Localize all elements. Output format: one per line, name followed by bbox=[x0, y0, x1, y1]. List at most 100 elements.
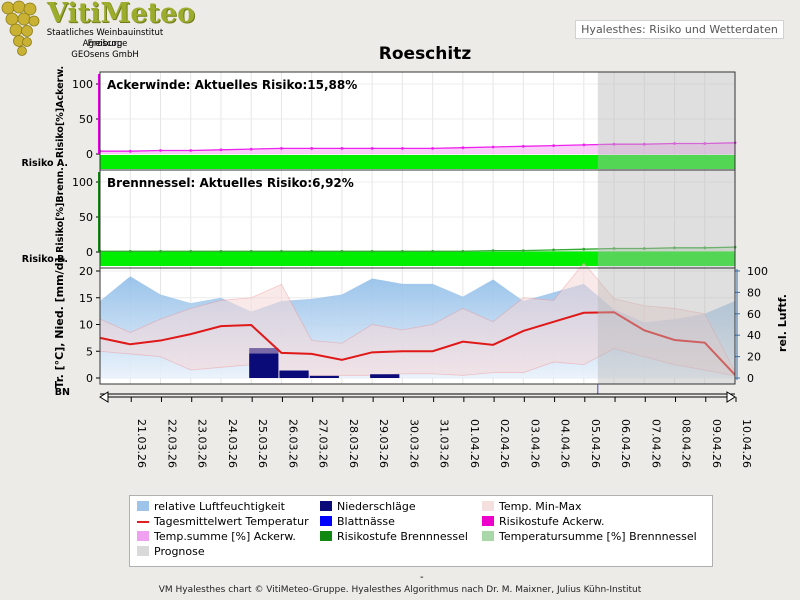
legend-swatch bbox=[482, 501, 494, 511]
legend: relative Luftfeuchtigkeit Niederschläge Te… bbox=[129, 495, 713, 567]
ackerwinde-data-point bbox=[673, 142, 676, 145]
bn-band-label: BN bbox=[55, 387, 70, 398]
ackerwinde-data-point bbox=[400, 147, 404, 150]
footer-credit: VM Hyalesthes chart © VitiMeteo-Gruppe. … bbox=[158, 585, 642, 595]
ackerwinde-data-point bbox=[461, 146, 465, 150]
brennnessel-data-point bbox=[189, 249, 193, 253]
brennnessel-temp-sum-area bbox=[100, 247, 735, 252]
x-tick-label: 03.04.26 bbox=[528, 419, 541, 468]
legend-swatch bbox=[320, 516, 332, 526]
org-line: Staatliches Weinbauinstitut Freiburg bbox=[46, 28, 164, 49]
ackerwinde-data-point bbox=[491, 145, 495, 149]
x-tick-label: 31.03.26 bbox=[438, 419, 451, 468]
ackerwinde-data-point bbox=[612, 142, 616, 146]
brennnessel-data-point bbox=[612, 247, 616, 250]
legend-swatch bbox=[320, 501, 332, 511]
org-line: Agroscope bbox=[82, 39, 128, 49]
legend-swatch bbox=[137, 531, 149, 541]
legend-swatch bbox=[320, 531, 332, 541]
x-tick-label: 22.03.26 bbox=[165, 419, 178, 468]
brennnessel-data-point bbox=[400, 249, 404, 253]
y-right-tick-label: 100 bbox=[747, 265, 768, 278]
brennnessel-data-point bbox=[461, 249, 465, 253]
y-tick-label: 50 bbox=[79, 113, 93, 126]
brennnessel-data-point bbox=[159, 249, 162, 253]
y-tick-label: 20 bbox=[79, 265, 93, 278]
y-tick-label: 0 bbox=[86, 148, 93, 161]
ackerwinde-data-point bbox=[582, 143, 586, 147]
brennnessel-data-point bbox=[521, 249, 525, 253]
chart-title: Roeschitz bbox=[378, 44, 472, 64]
x-tick-label: 29.03.26 bbox=[377, 419, 390, 468]
ackerwinde-data-point bbox=[552, 144, 555, 148]
brennnessel-data-point bbox=[582, 247, 586, 251]
app-title-box: Hyalesthes: Risiko und Wetterdaten bbox=[575, 20, 784, 39]
temperature-mean-line bbox=[99, 311, 736, 376]
x-tick-label: 02.04.26 bbox=[498, 419, 511, 468]
brennnessel-band-label: Risiko B. bbox=[22, 254, 68, 265]
x-tick-label: 26.03.26 bbox=[286, 419, 299, 468]
brennnessel-data-point bbox=[219, 249, 223, 253]
legend-label: Temp. Min-Max bbox=[499, 500, 582, 513]
y-right-tick-label: 0 bbox=[747, 372, 754, 385]
x-tick-label: 07.04.26 bbox=[649, 419, 662, 468]
ackerwinde-data-point bbox=[431, 147, 435, 150]
ackerwinde-temp-sum-line bbox=[100, 142, 736, 152]
legend-label: Niederschläge bbox=[337, 500, 416, 513]
ackerwinde-data-point bbox=[219, 148, 223, 152]
ackerwinde-panel-title: Ackerwinde: Aktuelles Risiko:15,88% bbox=[107, 78, 357, 92]
grape-logo-icon bbox=[1, 0, 40, 56]
y-tick-label: 10 bbox=[79, 319, 93, 332]
ackerwinde-data-point bbox=[370, 147, 374, 150]
y-tick-label: 100 bbox=[72, 176, 93, 189]
x-tick-label: 08.04.26 bbox=[680, 419, 693, 468]
x-tick-label: 09.04.26 bbox=[710, 419, 723, 468]
ackerwinde-data-point bbox=[642, 142, 646, 146]
x-tick-label: 30.03.26 bbox=[407, 419, 420, 468]
legend-swatch bbox=[482, 516, 494, 526]
x-tick-label: 04.04.26 bbox=[559, 419, 572, 468]
ackerwinde-data-point bbox=[280, 147, 283, 150]
legend-swatch bbox=[137, 521, 149, 523]
panel-border bbox=[99, 267, 736, 385]
ackerwinde-risk-level-band bbox=[100, 155, 735, 169]
brennnessel-data-point bbox=[703, 246, 707, 250]
brennnessel-data-point bbox=[642, 247, 646, 250]
x-tick-label: 10.04.26 bbox=[740, 419, 753, 468]
humidity-y-axis-label: rel. Luftf. bbox=[776, 294, 789, 352]
x-tick-label: 21.03.26 bbox=[135, 419, 148, 468]
ackerwinde-band-label: Risiko A. bbox=[21, 158, 68, 169]
y-right-tick-label: 40 bbox=[747, 329, 761, 342]
ackerwinde-data-point bbox=[159, 149, 162, 152]
brennnessel-data-point bbox=[431, 249, 435, 253]
brennnessel-data-point bbox=[673, 246, 676, 250]
x-tick-label: 24.03.26 bbox=[226, 419, 239, 468]
legend-label: Blattnässe bbox=[337, 515, 395, 528]
legend-label: Temp.summe [%] Ackerw. bbox=[154, 530, 296, 543]
logo-text: VitiMeteo bbox=[47, 0, 196, 29]
legend-label: relative Luftfeuchtigkeit bbox=[154, 500, 285, 513]
y-tick-label: 0 bbox=[86, 372, 93, 385]
y-tick-label: 50 bbox=[79, 211, 93, 224]
brennnessel-temp-sum-line bbox=[100, 246, 736, 252]
y-right-tick-label: 60 bbox=[747, 308, 761, 321]
x-tick-label: 25.03.26 bbox=[256, 419, 269, 468]
y-tick-label: 100 bbox=[72, 78, 93, 91]
brennnessel-data-point bbox=[128, 249, 132, 253]
weather-y-axis-label: Tr. [°C], Nied. [mm/d] bbox=[53, 258, 66, 389]
legend-label: Prognose bbox=[154, 545, 205, 558]
brennnessel-data-point bbox=[310, 249, 314, 253]
brennnessel-data-point bbox=[340, 249, 344, 253]
brennnessel-data-point bbox=[249, 249, 253, 253]
brennnessel-data-point bbox=[552, 248, 555, 252]
y-right-tick-label: 80 bbox=[747, 286, 761, 299]
ackerwinde-data-point bbox=[310, 147, 314, 150]
org-line: GEOsens GmbH bbox=[71, 50, 139, 60]
legend-label: Risikostufe Brennnessel bbox=[337, 530, 468, 543]
brennnessel-panel-title: Brennnessel: Aktuelles Risiko:6,92% bbox=[107, 176, 354, 190]
footer-dash: - bbox=[420, 572, 424, 583]
x-tick-label: 23.03.26 bbox=[196, 419, 209, 468]
ackerwinde-data-point bbox=[521, 144, 525, 148]
y-tick-label: 0 bbox=[86, 246, 93, 259]
